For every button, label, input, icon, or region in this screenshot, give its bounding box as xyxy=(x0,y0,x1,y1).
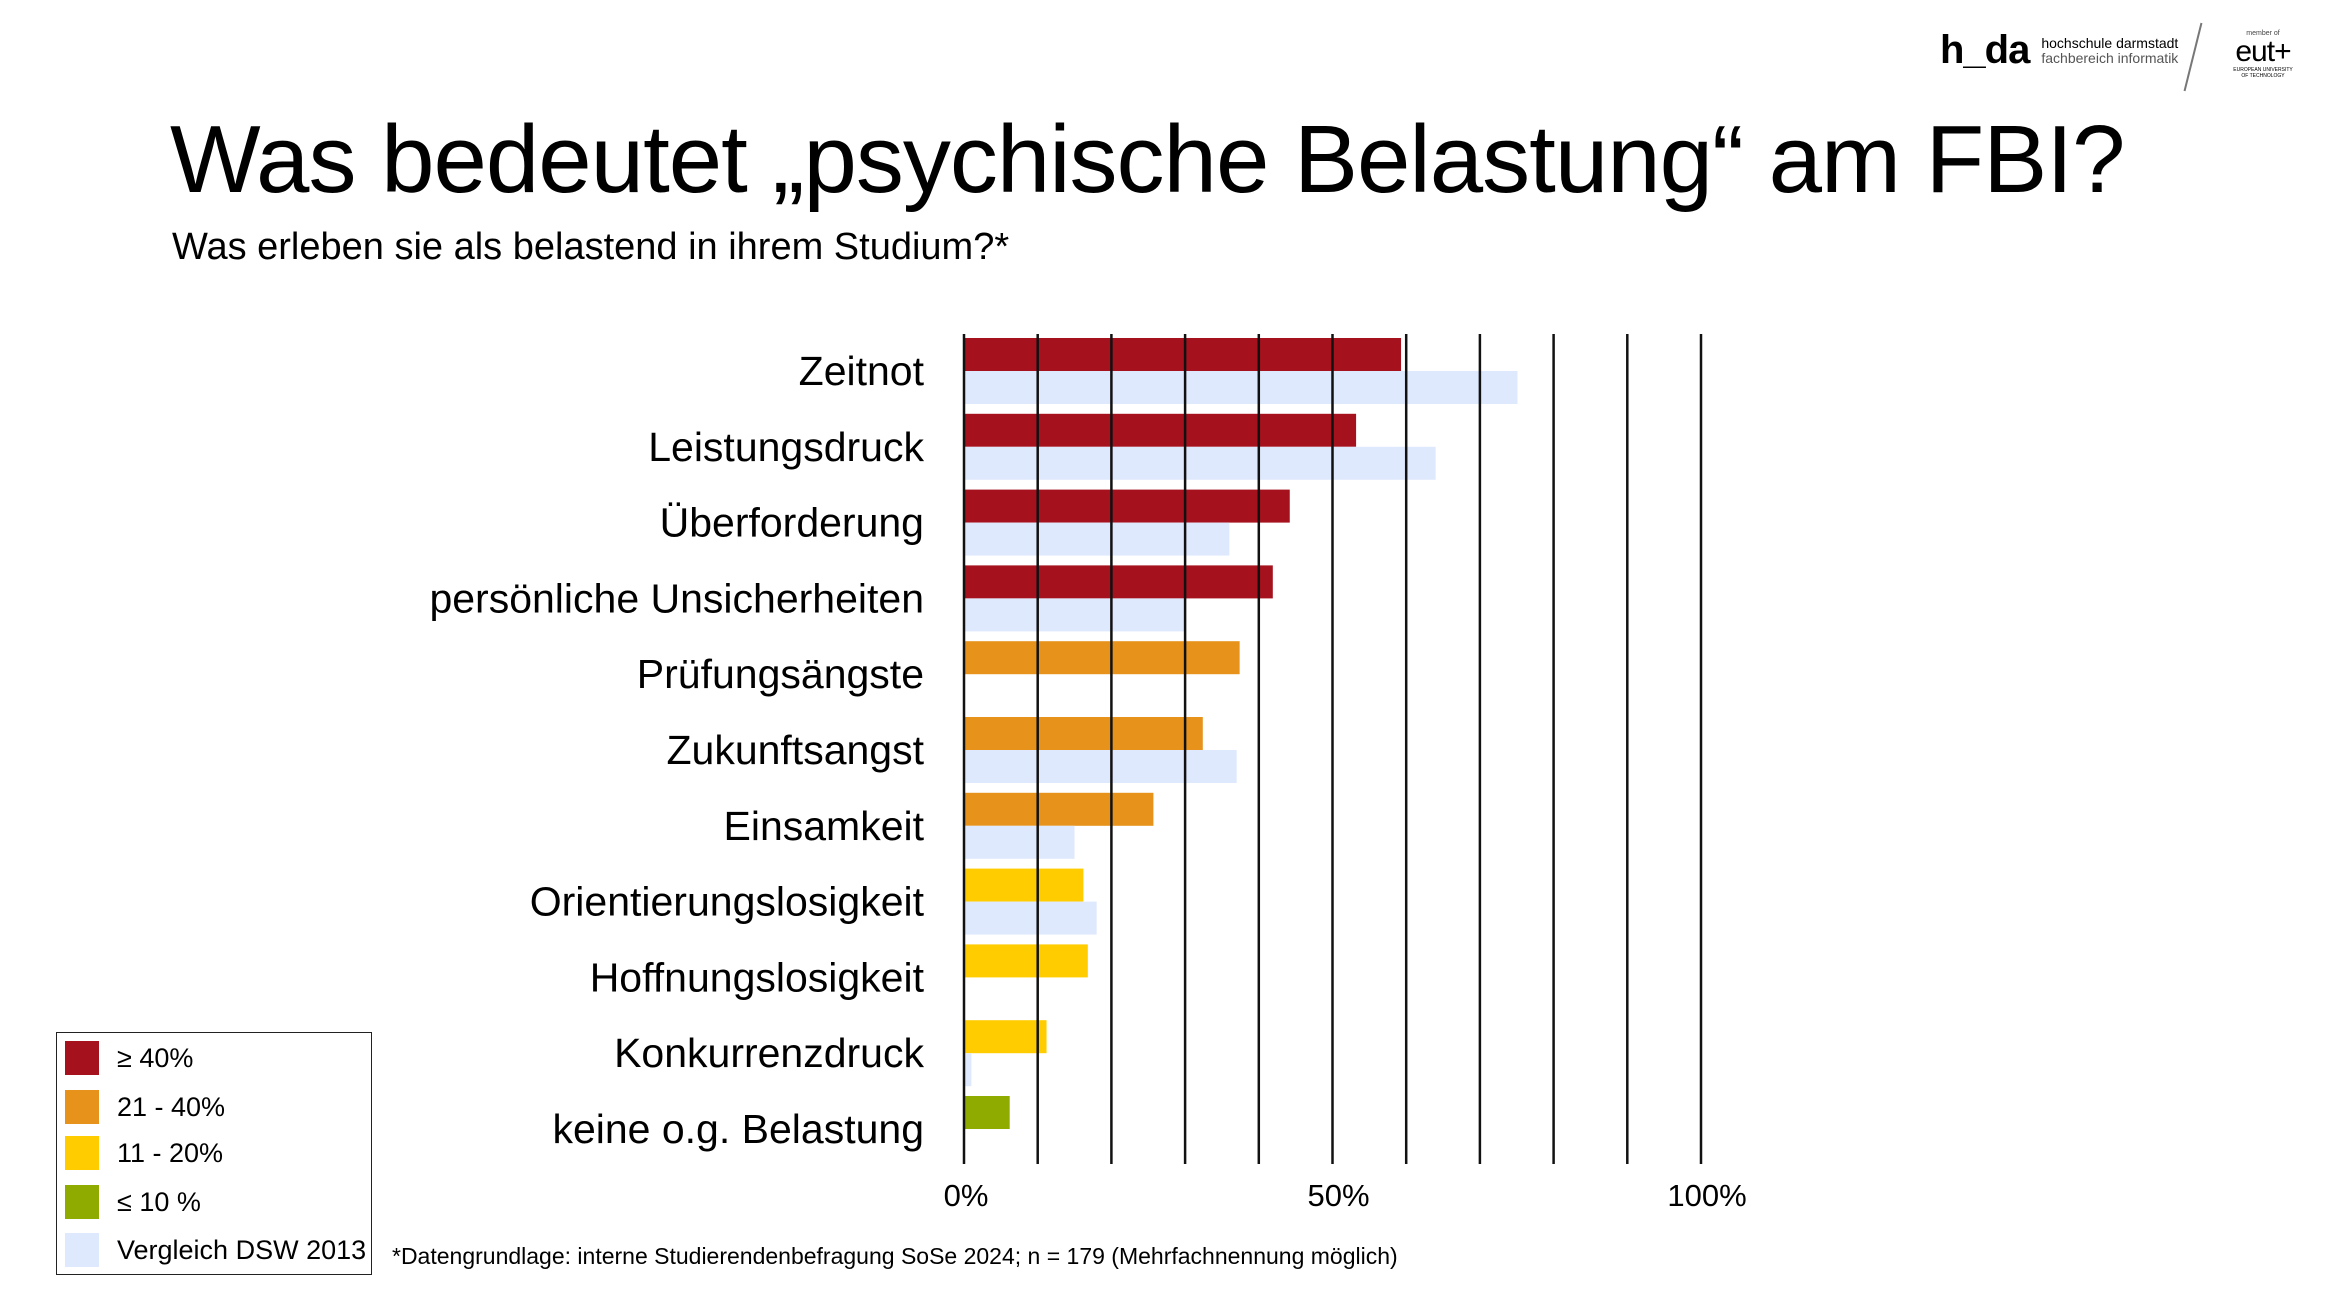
bar-fbi-2024 xyxy=(964,338,1402,371)
category-label: Zukunftsangst xyxy=(666,727,924,773)
bar-fbi-2024 xyxy=(964,1020,1047,1054)
x-tick-label: 0% xyxy=(944,1178,989,1213)
legend-item: Vergleich DSW 2013 xyxy=(65,1233,366,1267)
eut-logo-mark: eut+ xyxy=(2235,35,2291,68)
legend-swatch xyxy=(65,1090,99,1124)
bar-fbi-2024 xyxy=(964,792,1154,826)
page-title: Was bedeutet „psychische Belastung“ am F… xyxy=(170,106,2125,213)
bar-fbi-2024 xyxy=(964,565,1273,599)
category-label: Prüfungsängste xyxy=(637,651,924,697)
bar-dsw-2013 xyxy=(964,598,1186,632)
legend-label: 21 - 40% xyxy=(117,1091,226,1122)
bar-dsw-2013 xyxy=(964,446,1436,480)
eut-logo: member of eut+ EUROPEAN UNIVERSITY OF TE… xyxy=(2218,30,2308,79)
bar-dsw-2013 xyxy=(964,750,1237,783)
hda-logo-text: hochschule darmstadt fachbereich informa… xyxy=(2041,34,2179,66)
legend-swatch xyxy=(65,1185,99,1219)
eut-member-of: member of xyxy=(2246,30,2280,37)
x-tick-label: 50% xyxy=(1307,1178,1369,1213)
bar-fbi-2024 xyxy=(964,641,1240,675)
bar-fbi-2024 xyxy=(964,1096,1010,1129)
legend-item: ≤ 10 % xyxy=(65,1185,201,1219)
eut-line1: EUROPEAN UNIVERSITY xyxy=(2233,67,2293,73)
bar-dsw-2013 xyxy=(964,901,1097,935)
legend-label: ≥ 40% xyxy=(117,1042,194,1073)
bar-dsw-2013 xyxy=(964,371,1518,404)
category-label: Zeitnot xyxy=(799,348,925,394)
bar-fbi-2024 xyxy=(964,944,1088,978)
eut-line2: OF TECHNOLOGY xyxy=(2241,73,2285,79)
legend-swatch xyxy=(65,1041,99,1075)
category-label: Konkurrenzdruck xyxy=(614,1030,924,1076)
bar-fbi-2024 xyxy=(964,413,1357,447)
legend-item: ≥ 40% xyxy=(65,1041,193,1075)
legend-item: 21 - 40% xyxy=(65,1090,225,1124)
category-label: Leistungsdruck xyxy=(648,424,924,470)
category-label: Orientierungslosigkeit xyxy=(530,879,925,925)
legend-label: 11 - 20% xyxy=(117,1137,224,1168)
bar-fbi-2024 xyxy=(964,868,1084,902)
legend: ≥ 40% 21 - 40% 11 - 20% ≤ 10 % Vergleich… xyxy=(56,1032,372,1275)
hda-logo: h_da hochschule darmstadt fachbereich in… xyxy=(1940,28,2178,73)
page-subtitle: Was erleben sie als belastend in ihrem S… xyxy=(172,226,1010,268)
bar-fbi-2024 xyxy=(964,489,1290,523)
legend-swatch xyxy=(65,1136,99,1170)
x-tick-label: 100% xyxy=(1667,1178,1746,1213)
category-label: Einsamkeit xyxy=(723,803,924,849)
bar-dsw-2013 xyxy=(964,522,1230,556)
bar-dsw-2013 xyxy=(964,1053,972,1087)
legend-swatch xyxy=(65,1233,99,1267)
footnote: *Datengrundlage: interne Studierendenbef… xyxy=(392,1243,1398,1269)
bar-fbi-2024 xyxy=(964,717,1203,750)
logo-line1: hochschule darmstadt xyxy=(2041,34,2179,51)
legend-label: Vergleich DSW 2013 xyxy=(117,1234,367,1265)
logo-line2: fachbereich informatik xyxy=(2041,49,2179,66)
category-label: persönliche Unsicherheiten xyxy=(429,575,924,621)
legend-label: ≤ 10 % xyxy=(117,1186,201,1217)
legend-item: 11 - 20% xyxy=(65,1136,223,1170)
hda-logo-mark: h_da xyxy=(1940,28,2030,72)
category-label: Hoffnungslosigkeit xyxy=(590,954,925,1000)
category-label: Überforderung xyxy=(660,500,924,546)
category-label: keine o.g. Belastung xyxy=(552,1106,924,1152)
bar-dsw-2013 xyxy=(964,825,1075,859)
